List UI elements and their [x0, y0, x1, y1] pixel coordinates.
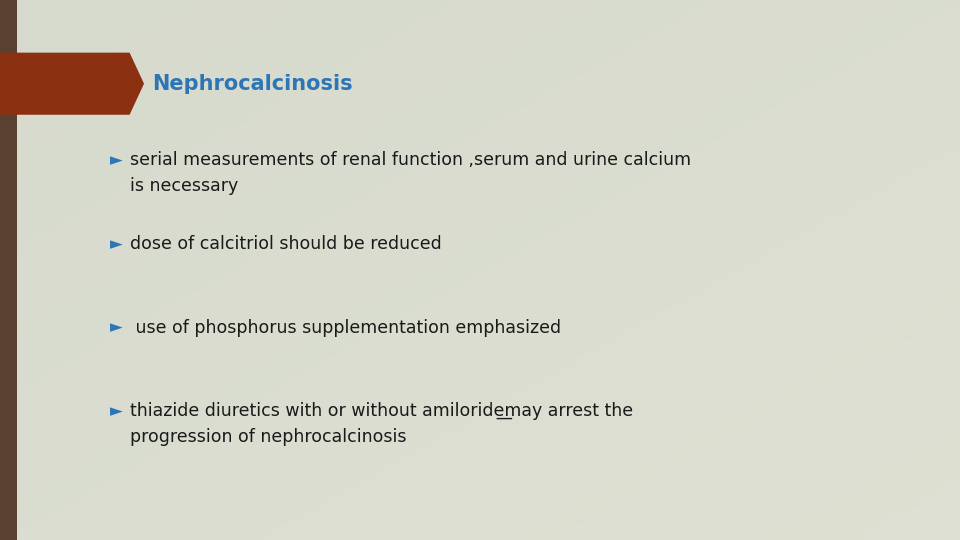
Text: thiazide diuretics with or without amiloride͟may arrest the: thiazide diuretics with or without amilo… — [130, 402, 633, 420]
Text: ►: ► — [110, 235, 123, 253]
Text: ►: ► — [110, 402, 123, 420]
Text: progression of nephrocalcinosis: progression of nephrocalcinosis — [130, 428, 406, 446]
Text: Nephrocalcinosis: Nephrocalcinosis — [152, 73, 352, 94]
Text: is necessary: is necessary — [130, 177, 238, 195]
Text: serial measurements of renal function ,serum and urine calcium: serial measurements of renal function ,s… — [130, 151, 691, 169]
Text: dose of calcitriol should be reduced: dose of calcitriol should be reduced — [130, 235, 442, 253]
Text: use of phosphorus supplementation emphasized: use of phosphorus supplementation emphas… — [130, 319, 561, 336]
Polygon shape — [0, 53, 144, 115]
Text: ►: ► — [110, 319, 123, 336]
Text: ►: ► — [110, 151, 123, 169]
FancyBboxPatch shape — [0, 0, 17, 540]
